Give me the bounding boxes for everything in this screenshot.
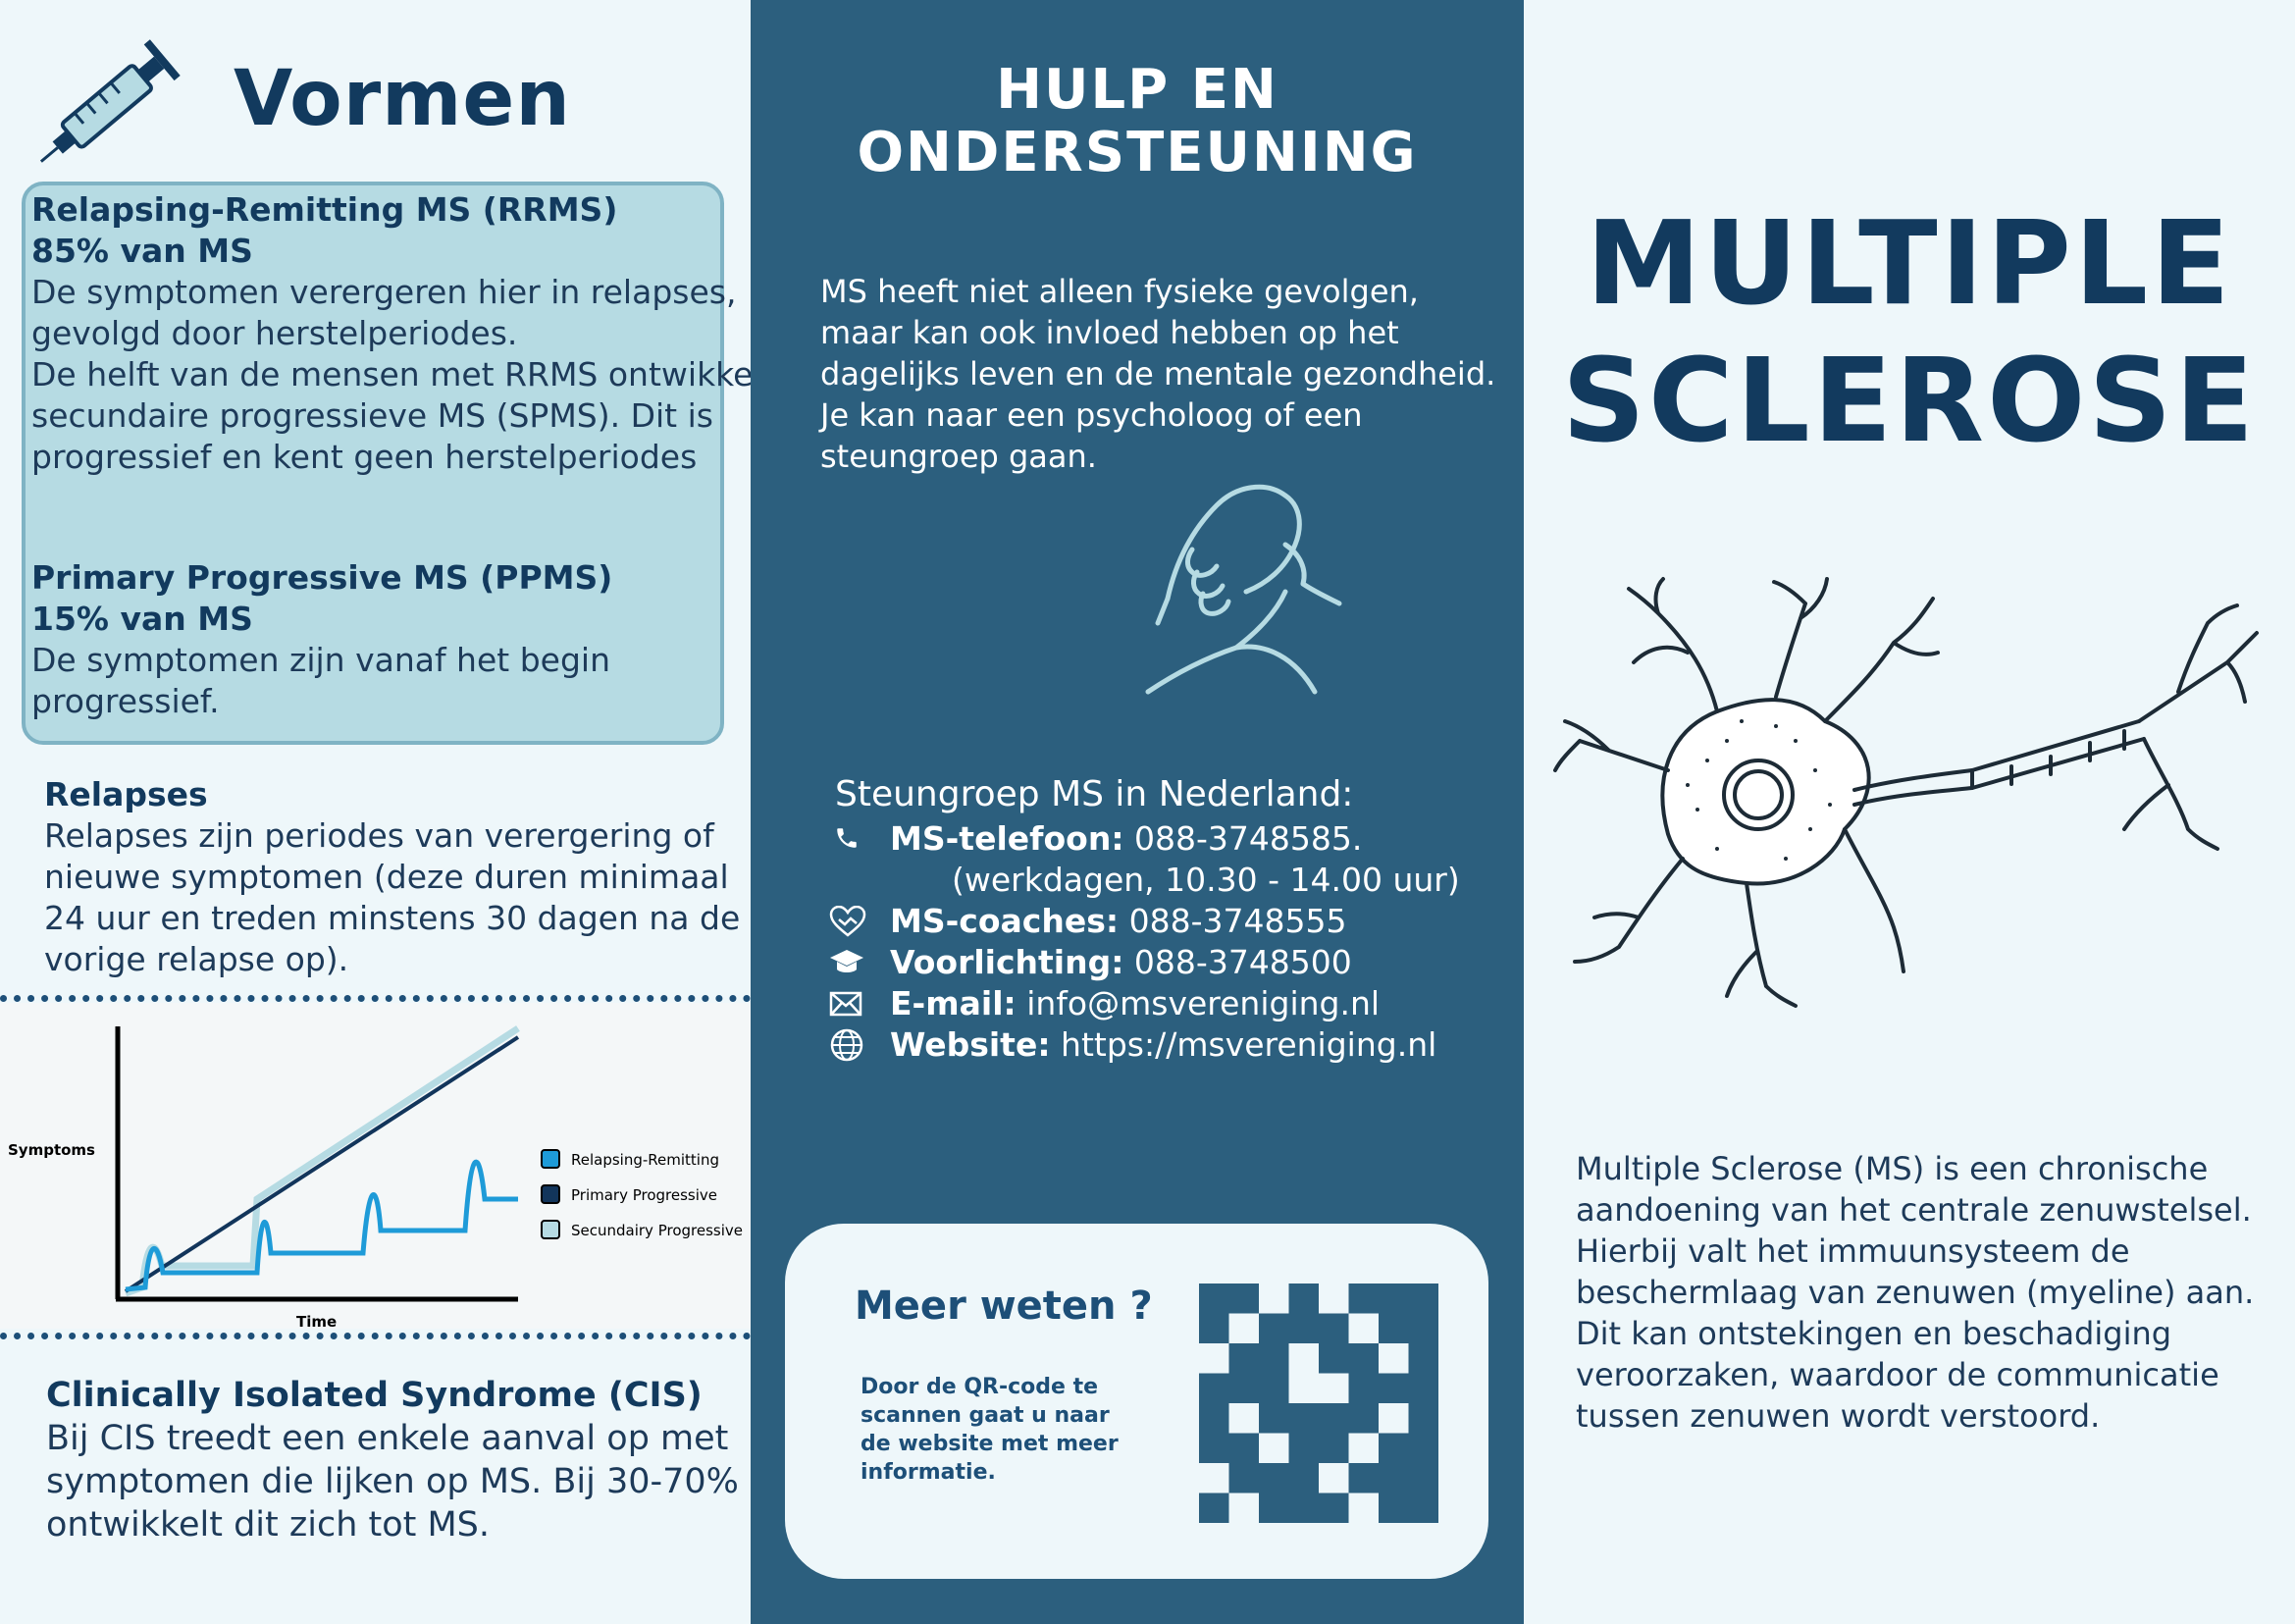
ms-course-chart: Symptoms Time Relapsing-Remitting Primar…	[8, 1025, 743, 1329]
main-title: MULTIPLE SCLEROSE	[1524, 194, 2295, 469]
ms-description-line: Dit kan ontstekingen en beschadiging	[1576, 1315, 2172, 1352]
ms-description-line: veroorzaken, waardoor de communicatie	[1576, 1356, 2219, 1393]
y-axis-label: Symptoms	[8, 1141, 95, 1159]
divider	[0, 995, 751, 1002]
ms-forms-box	[22, 182, 724, 745]
ppms-heading: Primary Progressive MS (PPMS)	[31, 558, 613, 597]
rrms-heading: Relapsing-Remitting MS (RRMS)	[31, 190, 618, 229]
cis-text-line: symptomen die lijken op MS. Bij 30-70%	[46, 1462, 739, 1501]
ppms-percentage: 15% van MS	[31, 600, 253, 638]
relapses-heading: Relapses	[44, 775, 208, 813]
contact-label: MS-telefoon:	[890, 819, 1124, 858]
email-icon	[829, 991, 862, 1017]
help-title-line: ONDERSTEUNING	[857, 121, 1418, 184]
handshake-heart-icon	[829, 906, 866, 937]
legend-label: Primary Progressive	[571, 1186, 717, 1204]
relapses-text-line: Relapses zijn periodes van verergering o…	[44, 816, 714, 855]
relapses-text-line: 24 uur en treden minstens 30 dagen na de	[44, 899, 741, 937]
divider	[0, 1333, 751, 1339]
x-axis-label: Time	[296, 1313, 337, 1329]
qr-title: Meer weten ?	[855, 1283, 1153, 1329]
section-title-help: HULP EN ONDERSTEUNING	[751, 59, 1524, 184]
qr-text-line: Door de QR-code te	[861, 1375, 1099, 1399]
help-intro-line: dagelijks leven en de mentale gezondheid…	[820, 355, 1496, 393]
ppms-text-line: progressief.	[31, 682, 220, 720]
contacts-title: Steungroep MS in Nederland:	[835, 774, 1354, 814]
contact-value: 088-3748585.	[1123, 819, 1363, 858]
chart-panel	[0, 1003, 751, 1329]
qr-text: Door de QR-code te scannen gaat u naar d…	[861, 1373, 1119, 1487]
ms-description-line: beschermlaag van zenuwen (myeline) aan.	[1576, 1274, 2255, 1311]
legend-swatch	[541, 1184, 560, 1204]
contact-coaches: MS-coaches: 088-3748555	[890, 901, 1346, 942]
ms-description-line: Multiple Sclerose (MS) is een chronische	[1576, 1150, 2209, 1187]
rrms-text-line: secundaire progressieve MS (SPMS). Dit i…	[31, 396, 713, 435]
legend-label: Secundairy Progressive	[571, 1222, 743, 1239]
help-intro-line: steungroep gaan.	[820, 438, 1097, 475]
series-line-primary-progressive	[124, 1035, 520, 1293]
contact-label: E-mail:	[890, 984, 1017, 1022]
main-title-line: MULTIPLE	[1586, 195, 2233, 331]
contact-value: https://msvereniging.nl	[1050, 1025, 1437, 1064]
section-title-vormen: Vormen	[234, 55, 571, 143]
ms-description-line: Hierbij valt het immuunsysteem de	[1576, 1232, 2130, 1270]
ppms-text-line: De symptomen zijn vanaf het begin	[31, 641, 610, 679]
relapses-text-line: nieuwe symptomen (deze duren minimaal	[44, 858, 729, 896]
help-intro-line: maar kan ook invloed hebben op het	[820, 314, 1399, 351]
qr-text-line: scannen gaat u naar	[861, 1403, 1110, 1428]
rrms-text-line: gevolgd door herstelperiodes.	[31, 314, 518, 352]
qr-text-line: informatie.	[861, 1460, 996, 1485]
legend-swatch	[541, 1149, 560, 1169]
phone-icon	[837, 828, 857, 848]
contact-value: 088-3748500	[1123, 943, 1352, 981]
help-intro-line: MS heeft niet alleen fysieke gevolgen,	[820, 273, 1419, 310]
rrms-percentage: 85% van MS	[31, 232, 253, 270]
cis-heading: Clinically Isolated Syndrome (CIS)	[46, 1376, 703, 1415]
rrms-text-line: De helft van de mensen met RRMS ontwikke…	[31, 355, 775, 393]
contact-label: Website:	[890, 1025, 1051, 1064]
help-intro-line: Je kan naar een psycholoog of een	[820, 396, 1363, 434]
syringe-icon	[39, 39, 181, 163]
cis-text-line: ontwikkelt dit zich tot MS.	[46, 1505, 491, 1545]
main-title-line: SCLEROSE	[1561, 333, 2258, 468]
contact-value: info@msvereniging.nl	[1016, 984, 1381, 1022]
right-panel	[1524, 0, 2295, 1624]
handshake-icon	[1145, 484, 1342, 695]
contact-phone: MS-telefoon: 088-3748585.	[890, 818, 1362, 860]
contact-phone-hours: (werkdagen, 10.30 - 14.00 uur)	[952, 861, 1460, 899]
ms-description-line: aandoening van het centrale zenuwstelsel…	[1576, 1191, 2252, 1229]
contact-value: 088-3748555	[1119, 902, 1347, 940]
neuron-illustration	[1553, 577, 2259, 1008]
contact-email: E-mail: info@msvereniging.nl	[890, 983, 1380, 1024]
rrms-text-line: progressief en kent geen herstelperiodes	[31, 438, 698, 476]
graduation-cap-icon	[830, 950, 863, 972]
legend: Relapsing-Remitting Primary Progressive …	[541, 1149, 743, 1239]
contact-website: Website: https://msvereniging.nl	[890, 1024, 1436, 1066]
contact-label: Voorlichting:	[890, 943, 1124, 981]
globe-icon	[830, 1028, 863, 1062]
qr-code[interactable]	[1199, 1283, 1438, 1523]
contact-label: MS-coaches:	[890, 902, 1120, 940]
legend-label: Relapsing-Remitting	[571, 1151, 719, 1169]
series-line-relapsing-remitting	[125, 1159, 518, 1292]
contact-voorlichting: Voorlichting: 088-3748500	[890, 942, 1352, 983]
help-title-line: HULP EN	[996, 58, 1278, 122]
qr-text-line: de website met meer	[861, 1432, 1119, 1456]
cis-text-line: Bij CIS treedt een enkele aanval op met	[46, 1419, 729, 1458]
relapses-text-line: vorige relapse op).	[44, 940, 349, 978]
legend-swatch	[541, 1220, 560, 1239]
rrms-text-line: De symptomen verergeren hier in relapses…	[31, 273, 737, 311]
ms-description-line: tussen zenuwen wordt verstoord.	[1576, 1397, 2101, 1435]
